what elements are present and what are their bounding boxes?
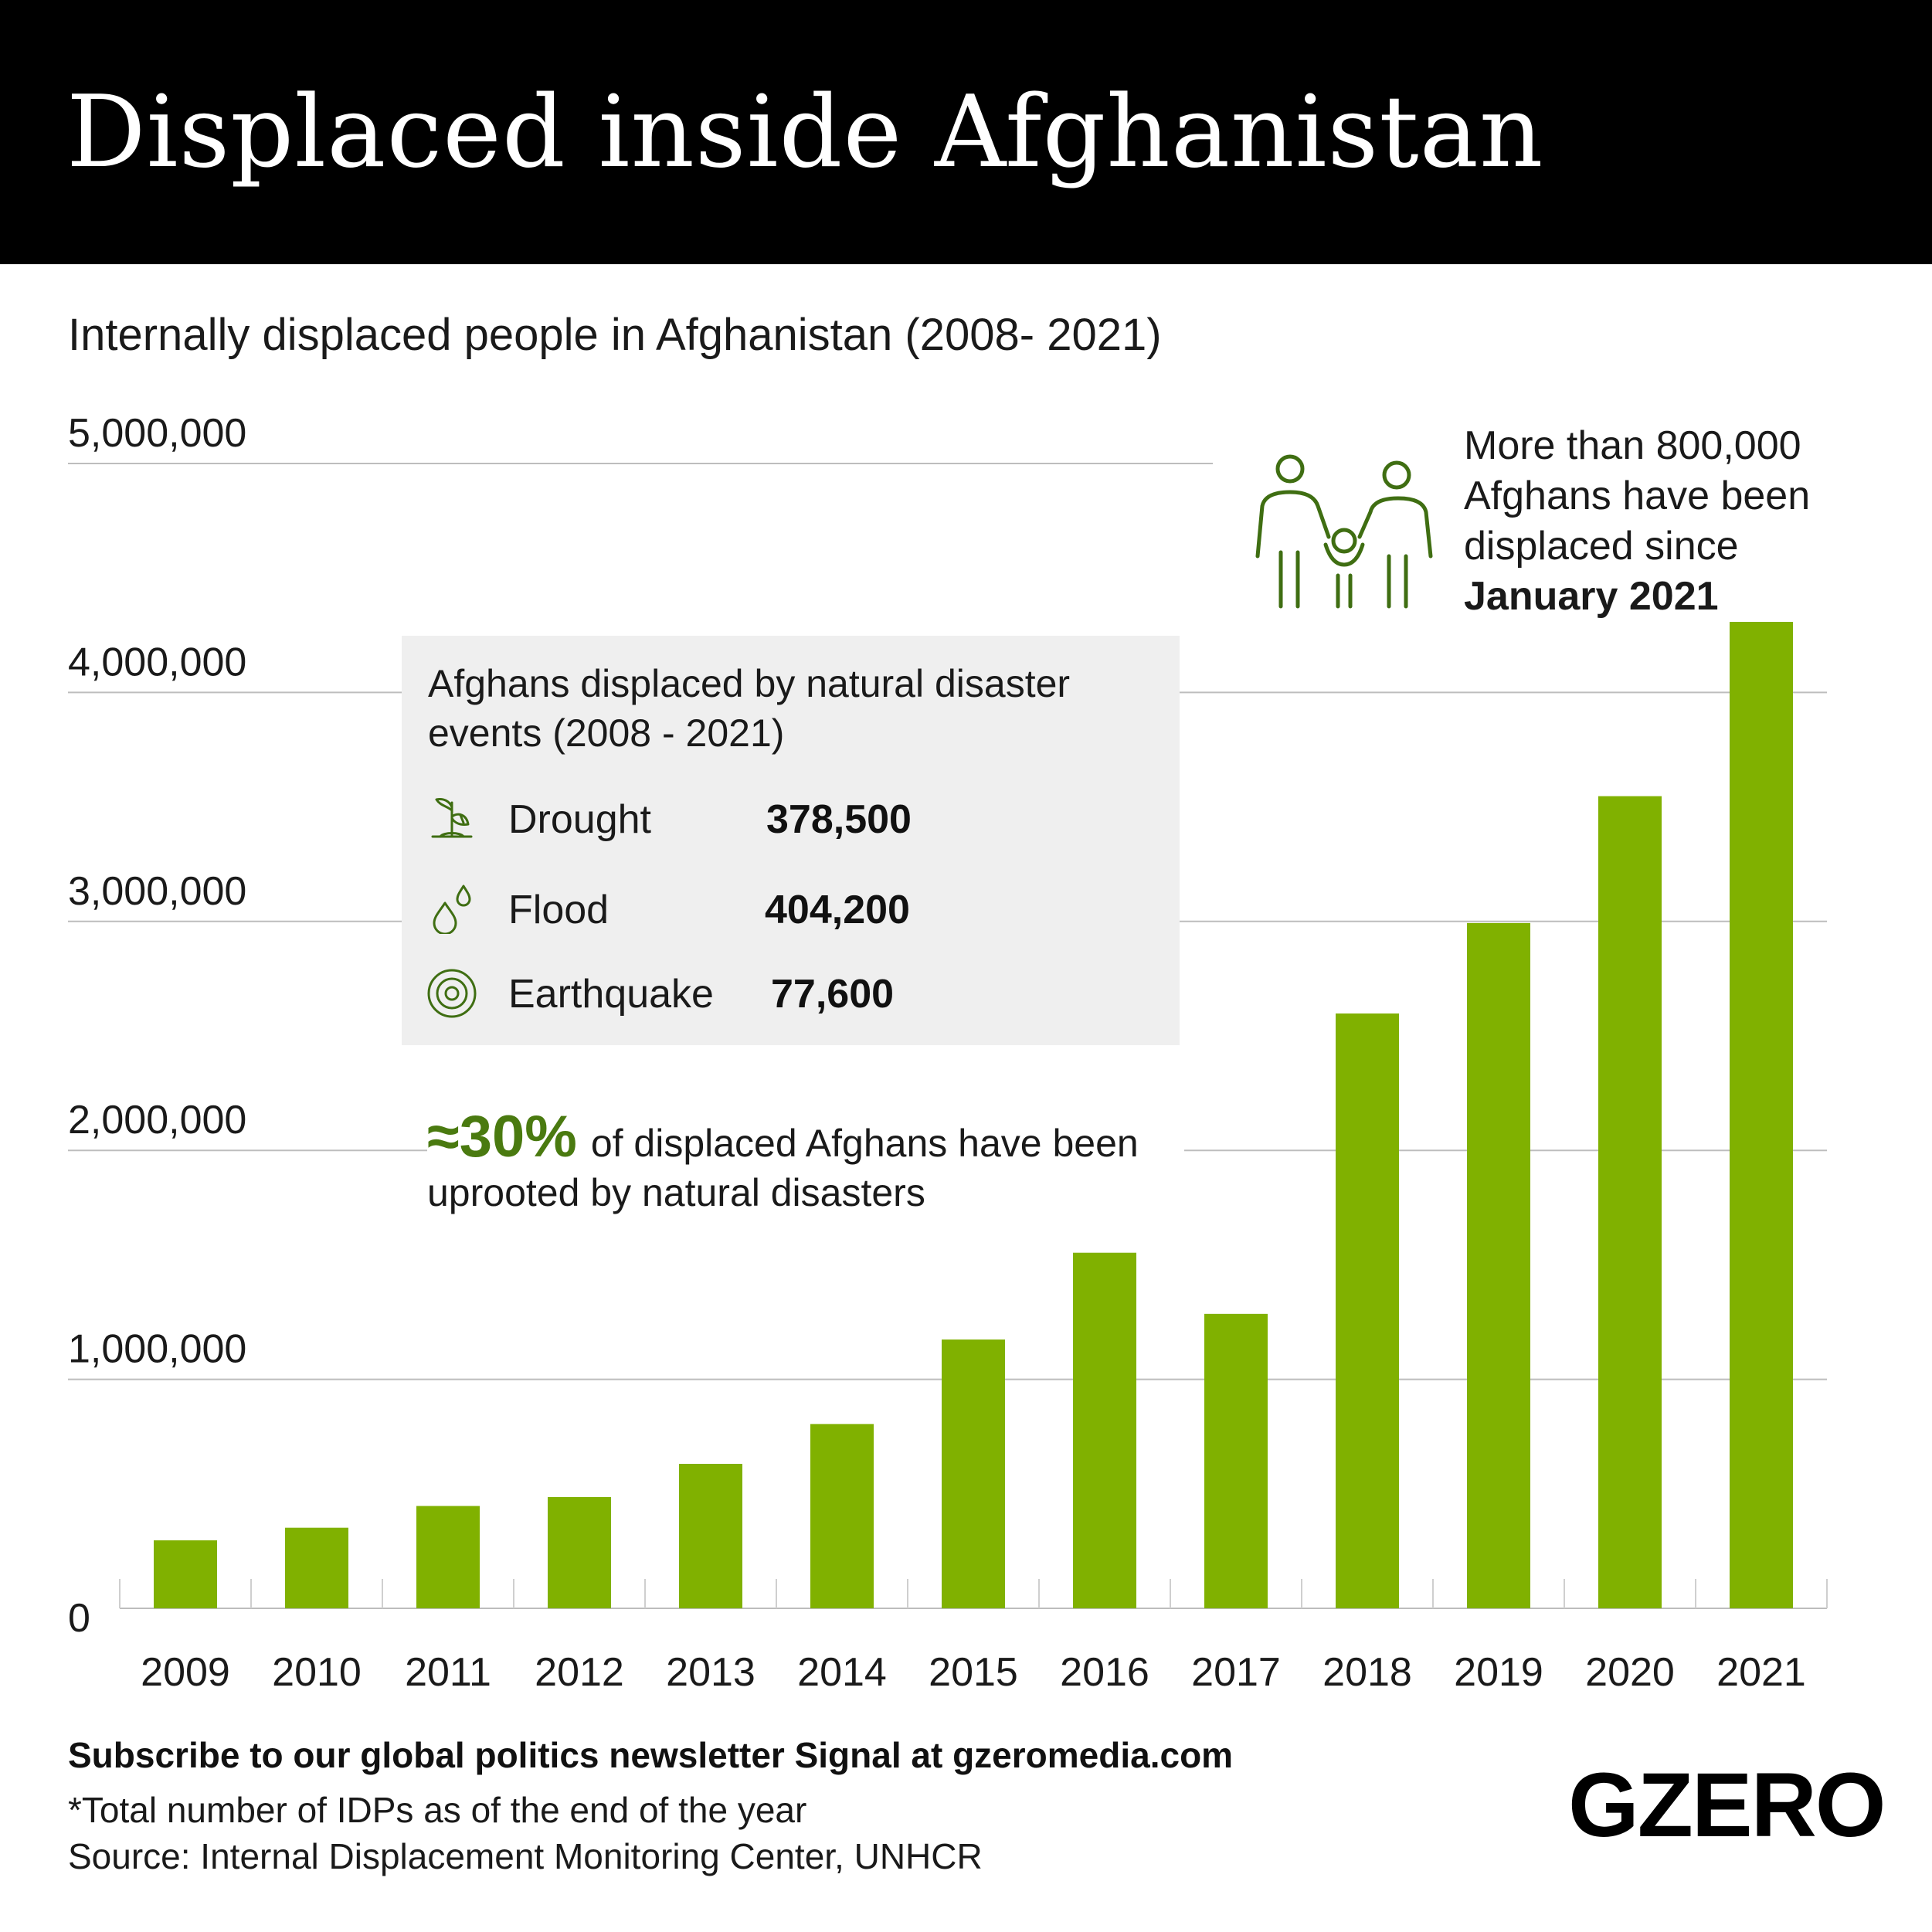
x-tick-label: 2021	[1716, 1650, 1806, 1695]
bar-2012	[548, 1496, 611, 1608]
flood-value: 404,200	[765, 888, 910, 932]
bar-chart: 0 1,000,000 2,000,000 3,000,000 4,000,000 5,0…	[68, 411, 1828, 1695]
percentage-text: of displaced Afghans have been uprooted …	[427, 1122, 1139, 1214]
footnote: *Total number of IDPs as of the end of t…	[68, 1790, 807, 1830]
y-tick-label: 5,000,000	[68, 411, 246, 456]
displacement-annotation: More than 800,000 Afghans have been disp…	[1464, 421, 1896, 622]
drought-value: 378,500	[766, 797, 912, 842]
bar-2011	[416, 1506, 480, 1608]
flood-label: Flood	[508, 888, 609, 932]
percentage-callout: ≈30% of displaced Afghans have been uproo…	[427, 1108, 1184, 1217]
bar-2016	[1073, 1252, 1136, 1608]
x-tick-label: 2010	[272, 1650, 362, 1695]
bar-2013	[679, 1463, 742, 1608]
x-tick-label: 2016	[1060, 1650, 1149, 1695]
y-tick-label: 3,000,000	[68, 869, 246, 914]
x-tick-label: 2012	[535, 1650, 624, 1695]
x-tick-label: 2018	[1323, 1650, 1412, 1695]
earthquake-value: 77,600	[771, 972, 895, 1017]
bar-2019	[1467, 922, 1530, 1608]
x-tick-label: 2013	[666, 1650, 755, 1695]
x-tick-label: 2014	[797, 1650, 887, 1695]
x-tick-label: 2011	[405, 1650, 491, 1695]
bar-2010	[285, 1527, 348, 1608]
bar-2015	[942, 1339, 1005, 1608]
bar-2017	[1204, 1313, 1268, 1608]
x-tick-label: 2015	[929, 1650, 1018, 1695]
bar-2018	[1336, 1013, 1399, 1608]
header-bar: Displaced inside Afghanistan	[0, 0, 1932, 264]
gzero-logo: GZERO	[1568, 1754, 1886, 1856]
water-drops-icon	[433, 885, 471, 934]
plant-icon	[431, 798, 473, 838]
earthquake-label: Earthquake	[508, 972, 714, 1017]
x-tick-label: 2019	[1454, 1650, 1543, 1695]
x-tick-label: 2017	[1191, 1650, 1281, 1695]
page-title: Displaced inside Afghanistan	[66, 75, 1544, 190]
chart-subtitle: Internally displaced people in Afghanist…	[68, 310, 1162, 360]
x-tick-label: 2009	[141, 1650, 230, 1695]
annotation-text: More than 800,000 Afghans have been disp…	[1464, 423, 1811, 569]
concentric-circles-icon	[427, 969, 477, 1018]
natural-disaster-box: Afghans displaced by natural disaster ev…	[402, 636, 1180, 1045]
y-tick-label: 2,000,000	[68, 1098, 246, 1143]
percentage-value: ≈30%	[427, 1104, 577, 1170]
bar-2009	[154, 1540, 217, 1608]
info-box-title: Afghans displaced by natural disaster ev…	[428, 662, 1071, 755]
family-icon	[1255, 454, 1433, 609]
bar-2021	[1730, 620, 1793, 1609]
drought-label: Drought	[508, 797, 651, 842]
annotation-bold: January 2021	[1464, 574, 1719, 619]
bar-2020	[1598, 796, 1662, 1608]
y-tick-label: 0	[68, 1596, 90, 1641]
y-tick-label: 1,000,000	[68, 1327, 246, 1372]
bar-2014	[810, 1424, 874, 1608]
subscribe-line: Subscribe to our global politics newslet…	[68, 1735, 1234, 1775]
y-tick-label: 4,000,000	[68, 640, 246, 684]
source-line: Source: Internal Displacement Monitoring…	[68, 1836, 983, 1876]
x-tick-label: 2020	[1585, 1650, 1675, 1695]
